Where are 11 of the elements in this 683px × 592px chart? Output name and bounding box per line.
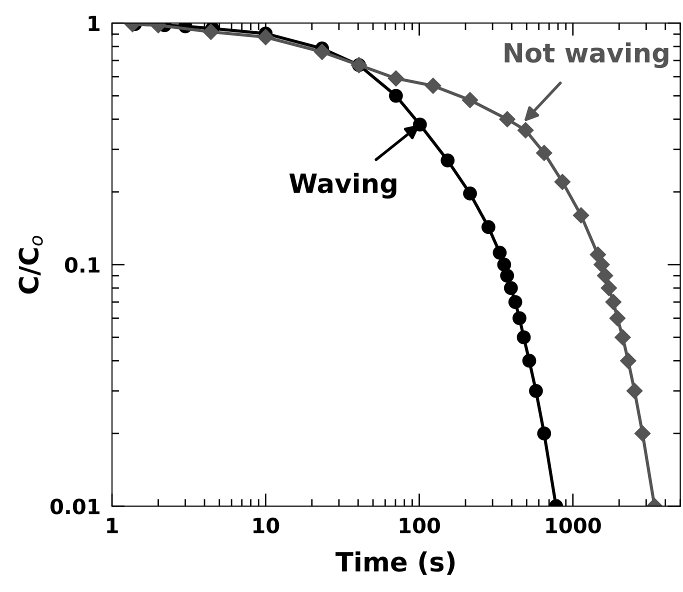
y-tick-label: 0.1 (64, 257, 100, 273)
x-tick-label: 1 (107, 518, 118, 534)
y-tick-label: 0.01 (50, 498, 100, 514)
y-tick-label: 1 (88, 16, 100, 32)
x-axis-title: Time (s) (336, 551, 455, 575)
annotation: Waving (289, 172, 396, 199)
annotation: Not waving (504, 42, 668, 68)
x-tick-label: 1000 (546, 518, 601, 534)
x-tick-label: 10 (253, 518, 280, 534)
y-axis-title: C/C$_{o}$ (18, 236, 43, 294)
x-tick-label: 100 (400, 518, 440, 534)
